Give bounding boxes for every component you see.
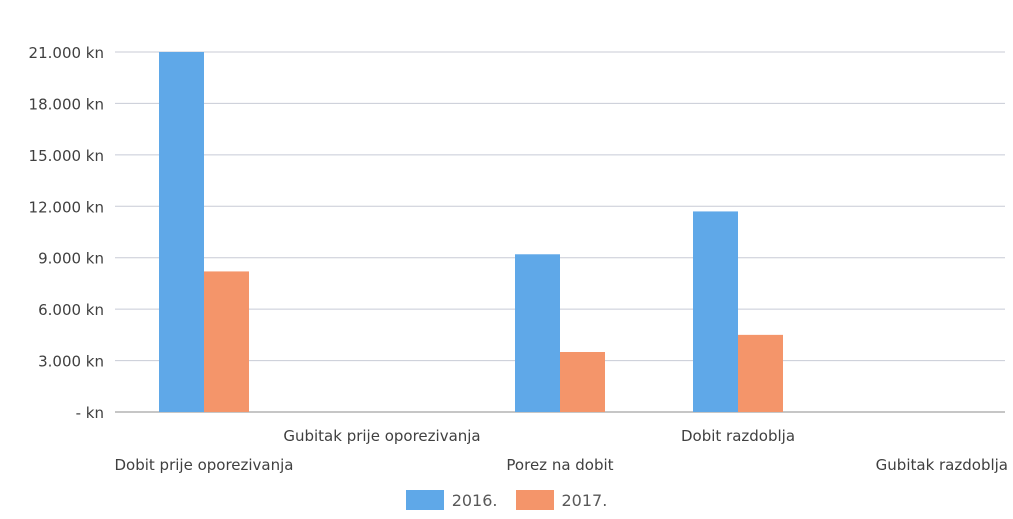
bars: [159, 52, 783, 412]
y-tick-label: 15.000 kn: [29, 147, 104, 165]
y-tick-label: 6.000 kn: [38, 301, 104, 319]
bar-2017-2: [560, 352, 605, 412]
x-category-label: Gubitak razdoblja: [876, 456, 1008, 474]
y-tick-label: 21.000 kn: [29, 44, 104, 62]
legend-item-2016: 2016.: [405, 490, 498, 510]
bar-2016-3: [693, 211, 738, 412]
legend-label-2017: 2017.: [561, 490, 608, 510]
y-axis-ticks: - kn 3.000 kn 6.000 kn 9.000 kn 12.000 kn 15.…: [29, 44, 104, 422]
bar-2016-0: [159, 52, 204, 412]
bar-chart-svg: - kn 3.000 kn 6.000 kn 9.000 kn 12.000 kn 15.…: [29, 44, 1008, 474]
legend-swatch-2016: [405, 490, 444, 510]
y-tick-label: - kn: [76, 404, 104, 422]
y-tick-label: 3.000 kn: [38, 353, 104, 371]
y-tick-label: 9.000 kn: [38, 250, 104, 268]
x-axis-categories: Dobit prije oporezivanja Gubitak prije op…: [114, 427, 1008, 474]
x-category-label: Dobit prije oporezivanja: [114, 456, 293, 474]
bar-2016-2: [515, 254, 560, 412]
legend-item-2017: 2017.: [515, 490, 608, 510]
y-tick-label: 12.000 kn: [29, 198, 104, 216]
legend-swatch-2017: [515, 490, 554, 510]
legend: 2016. 2017.: [0, 490, 1013, 510]
x-category-label: Dobit razdoblja: [681, 427, 795, 445]
x-category-label: Porez na dobit: [506, 456, 613, 474]
legend-label-2016: 2016.: [451, 490, 498, 510]
bar-2017-0: [204, 271, 249, 412]
bar-2017-3: [738, 334, 783, 412]
x-category-label: Gubitak prije oporezivanja: [283, 427, 480, 445]
y-tick-label: 18.000 kn: [29, 95, 104, 113]
